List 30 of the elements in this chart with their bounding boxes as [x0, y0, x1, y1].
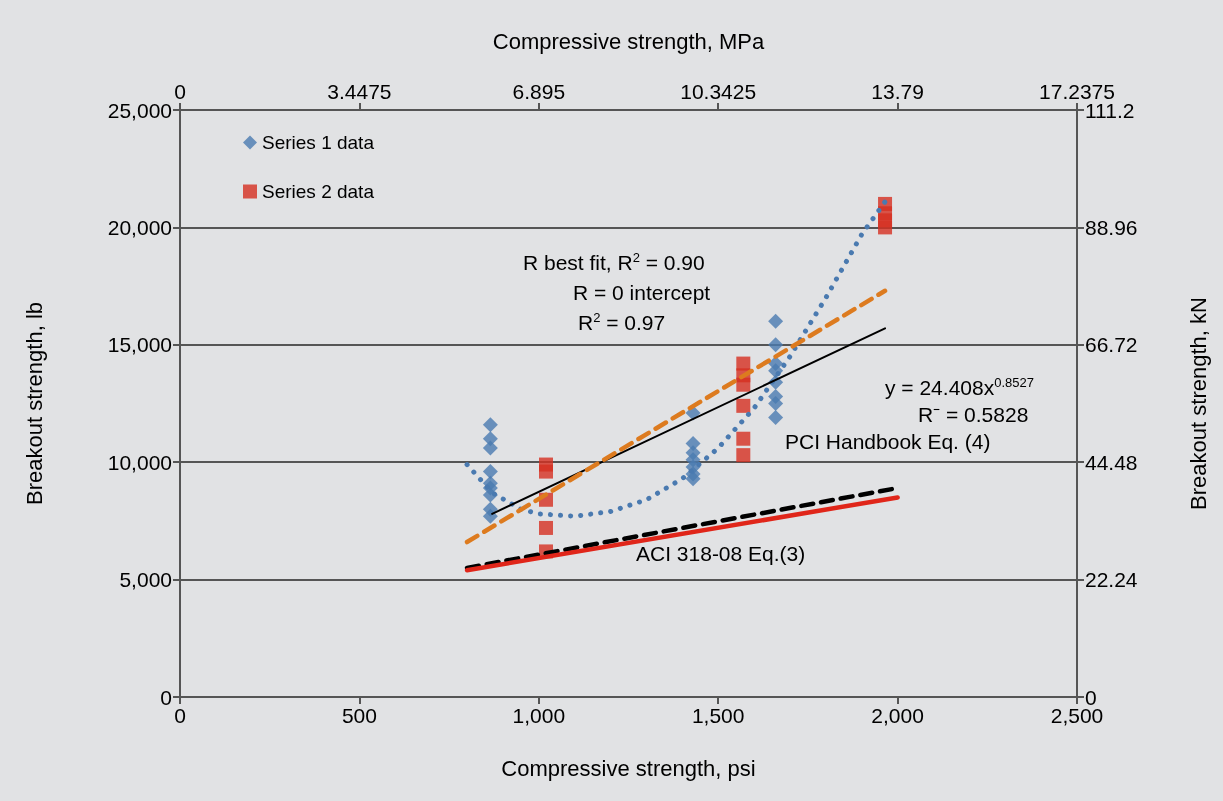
x2-tick-label: 3.4475: [327, 80, 392, 103]
x-tick-label: 500: [341, 704, 377, 727]
y-tick-label: 25,000: [107, 98, 172, 122]
x2-axis-title: Compressive strength, MPa: [492, 28, 765, 54]
y-tick-label: 0: [160, 685, 172, 709]
y-tick-label: 15,000: [107, 333, 172, 357]
x2-tick-label: 10.3425: [680, 80, 757, 103]
legend-label: Series 1 data: [262, 132, 375, 153]
x2-tick-label: 13.79: [871, 80, 924, 103]
y-tick-label: 20,000: [107, 215, 172, 239]
y2-axis-title: Breakout strength, kN: [1185, 297, 1211, 510]
annotation: R = 0 intercept: [573, 280, 711, 304]
x-tick-label: 0: [174, 704, 186, 727]
annotation: PCI Handbook Eq. (4): [785, 429, 991, 453]
annotation: ACI 318-08 Eq.(3): [636, 541, 806, 565]
x2-tick-label: 0: [174, 80, 186, 103]
y-tick-label: 5,000: [119, 568, 172, 592]
y-tick-label: 10,000: [107, 450, 172, 474]
x-tick-label: 1,000: [512, 704, 566, 727]
y2-tick-label: 44.48: [1085, 450, 1138, 474]
y2-tick-label: 66.72: [1085, 333, 1138, 357]
y2-tick-label: 22.24: [1085, 568, 1138, 592]
y2-tick-label: 88.96: [1085, 215, 1138, 239]
x-tick-label: 2,000: [871, 704, 924, 727]
x2-tick-label: 6.895: [512, 80, 566, 103]
x-axis-title: Compressive strength, psi: [501, 755, 756, 781]
annotation: R⁻ = 0.5828: [918, 402, 1029, 426]
legend-label: Series 2 data: [262, 181, 375, 202]
y-axis-title: Breakout strength, lb: [21, 301, 47, 506]
x-tick-label: 1,500: [691, 704, 745, 727]
